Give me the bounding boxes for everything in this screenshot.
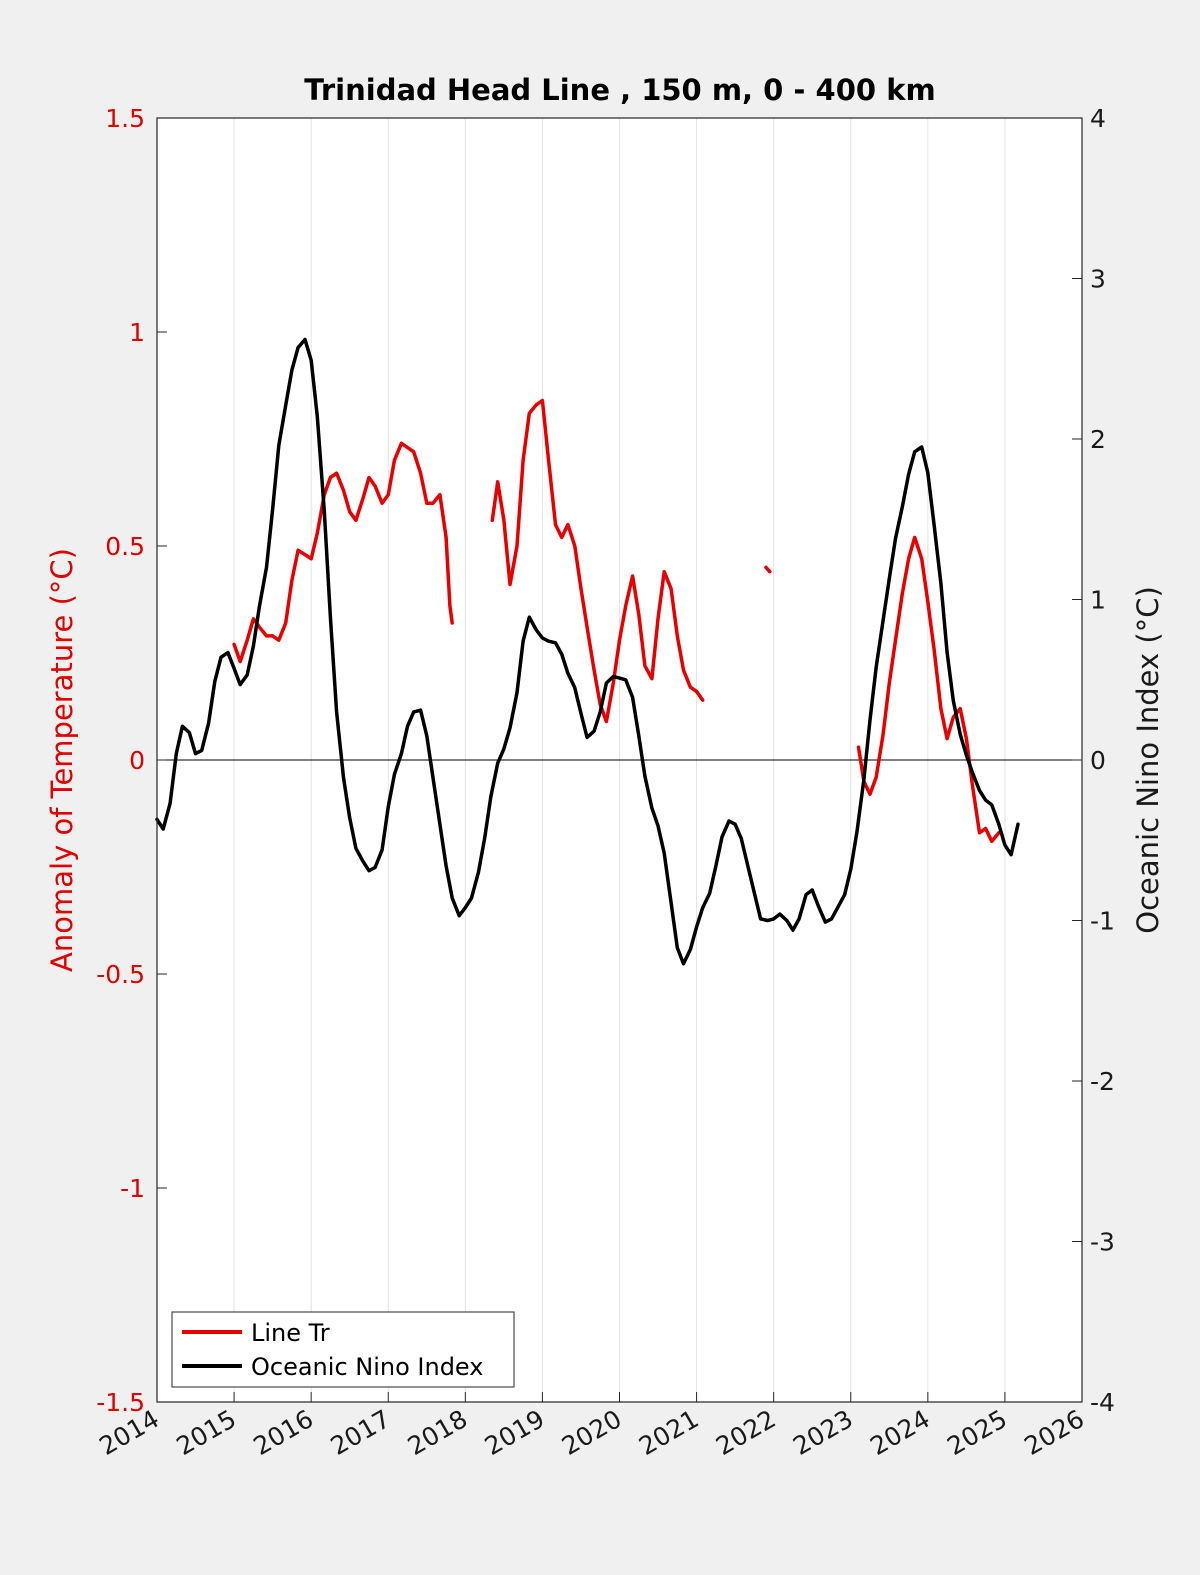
- y-left-tick-label: 1.5: [105, 104, 145, 133]
- y-right-tick-label: 4: [1090, 104, 1106, 133]
- y-right-tick-label: -1: [1090, 907, 1115, 936]
- y-left-tick-label: 0: [129, 746, 145, 775]
- x-tick-label: 2024: [865, 1404, 935, 1461]
- x-tick-label: 2021: [634, 1404, 704, 1461]
- series-line-line-tr-segment-4: [856, 535, 1001, 844]
- x-tick-label: 2025: [942, 1404, 1012, 1461]
- y-right-tick-label: 0: [1090, 746, 1106, 775]
- series-line-line-tr-segment-3: [764, 565, 772, 574]
- y-right-tick-label: 1: [1090, 586, 1106, 615]
- left-axis: 1.5 1 0.5 0 -0.5 -1 -1.5: [96, 104, 167, 1417]
- y-axis-label-left: Anomaly of Temperature (°C): [45, 548, 79, 972]
- y-right-tick-label: 2: [1090, 425, 1106, 454]
- x-tick-label: 2019: [480, 1404, 550, 1461]
- x-tick-label: 2017: [326, 1404, 396, 1461]
- series-layer: [155, 337, 1020, 966]
- right-axis: 4 3 2 1 0 -1 -2 -3 -4: [1072, 104, 1115, 1417]
- series-line-line-tr-segment-2: [490, 398, 705, 724]
- y-left-tick-label: 1: [129, 318, 145, 347]
- series-oceanic-nino-index: [155, 337, 1020, 966]
- x-tick-label: 2020: [557, 1404, 627, 1461]
- chart-title: Trinidad Head Line , 150 m, 0 - 400 km: [304, 73, 935, 107]
- x-tick-label: 2026: [1019, 1404, 1089, 1461]
- x-tick-label: 2023: [788, 1404, 858, 1461]
- legend-label-oceanic-nino-index: Oceanic Nino Index: [251, 1353, 483, 1381]
- x-tick-label: 2016: [249, 1404, 319, 1461]
- legend-label-line-tr: Line Tr: [251, 1319, 330, 1347]
- y-right-tick-label: 3: [1090, 265, 1106, 294]
- y-right-tick-label: -3: [1090, 1228, 1115, 1257]
- legend-box: [171, 1311, 515, 1388]
- y-right-tick-label: -4: [1090, 1388, 1115, 1417]
- series-line-tr: [232, 398, 1001, 844]
- x-tick-label: 2015: [171, 1404, 241, 1461]
- y-left-tick-label: -0.5: [96, 960, 145, 989]
- y-axis-label-right: Oceanic Nino Index (°C): [1131, 586, 1165, 934]
- legend: Line Tr Oceanic Nino Index: [171, 1311, 515, 1388]
- y-right-tick-label: -2: [1090, 1067, 1115, 1096]
- series-line-oceanic-nino-index-segment-1: [155, 337, 1020, 966]
- y-left-tick-label: 0.5: [105, 532, 145, 561]
- x-tick-label: 2022: [711, 1404, 781, 1461]
- y-left-tick-label: -1: [120, 1174, 145, 1203]
- series-line-line-tr-segment-1: [232, 441, 454, 664]
- y-left-tick-label: -1.5: [96, 1388, 145, 1417]
- x-tick-label: 2018: [403, 1404, 473, 1461]
